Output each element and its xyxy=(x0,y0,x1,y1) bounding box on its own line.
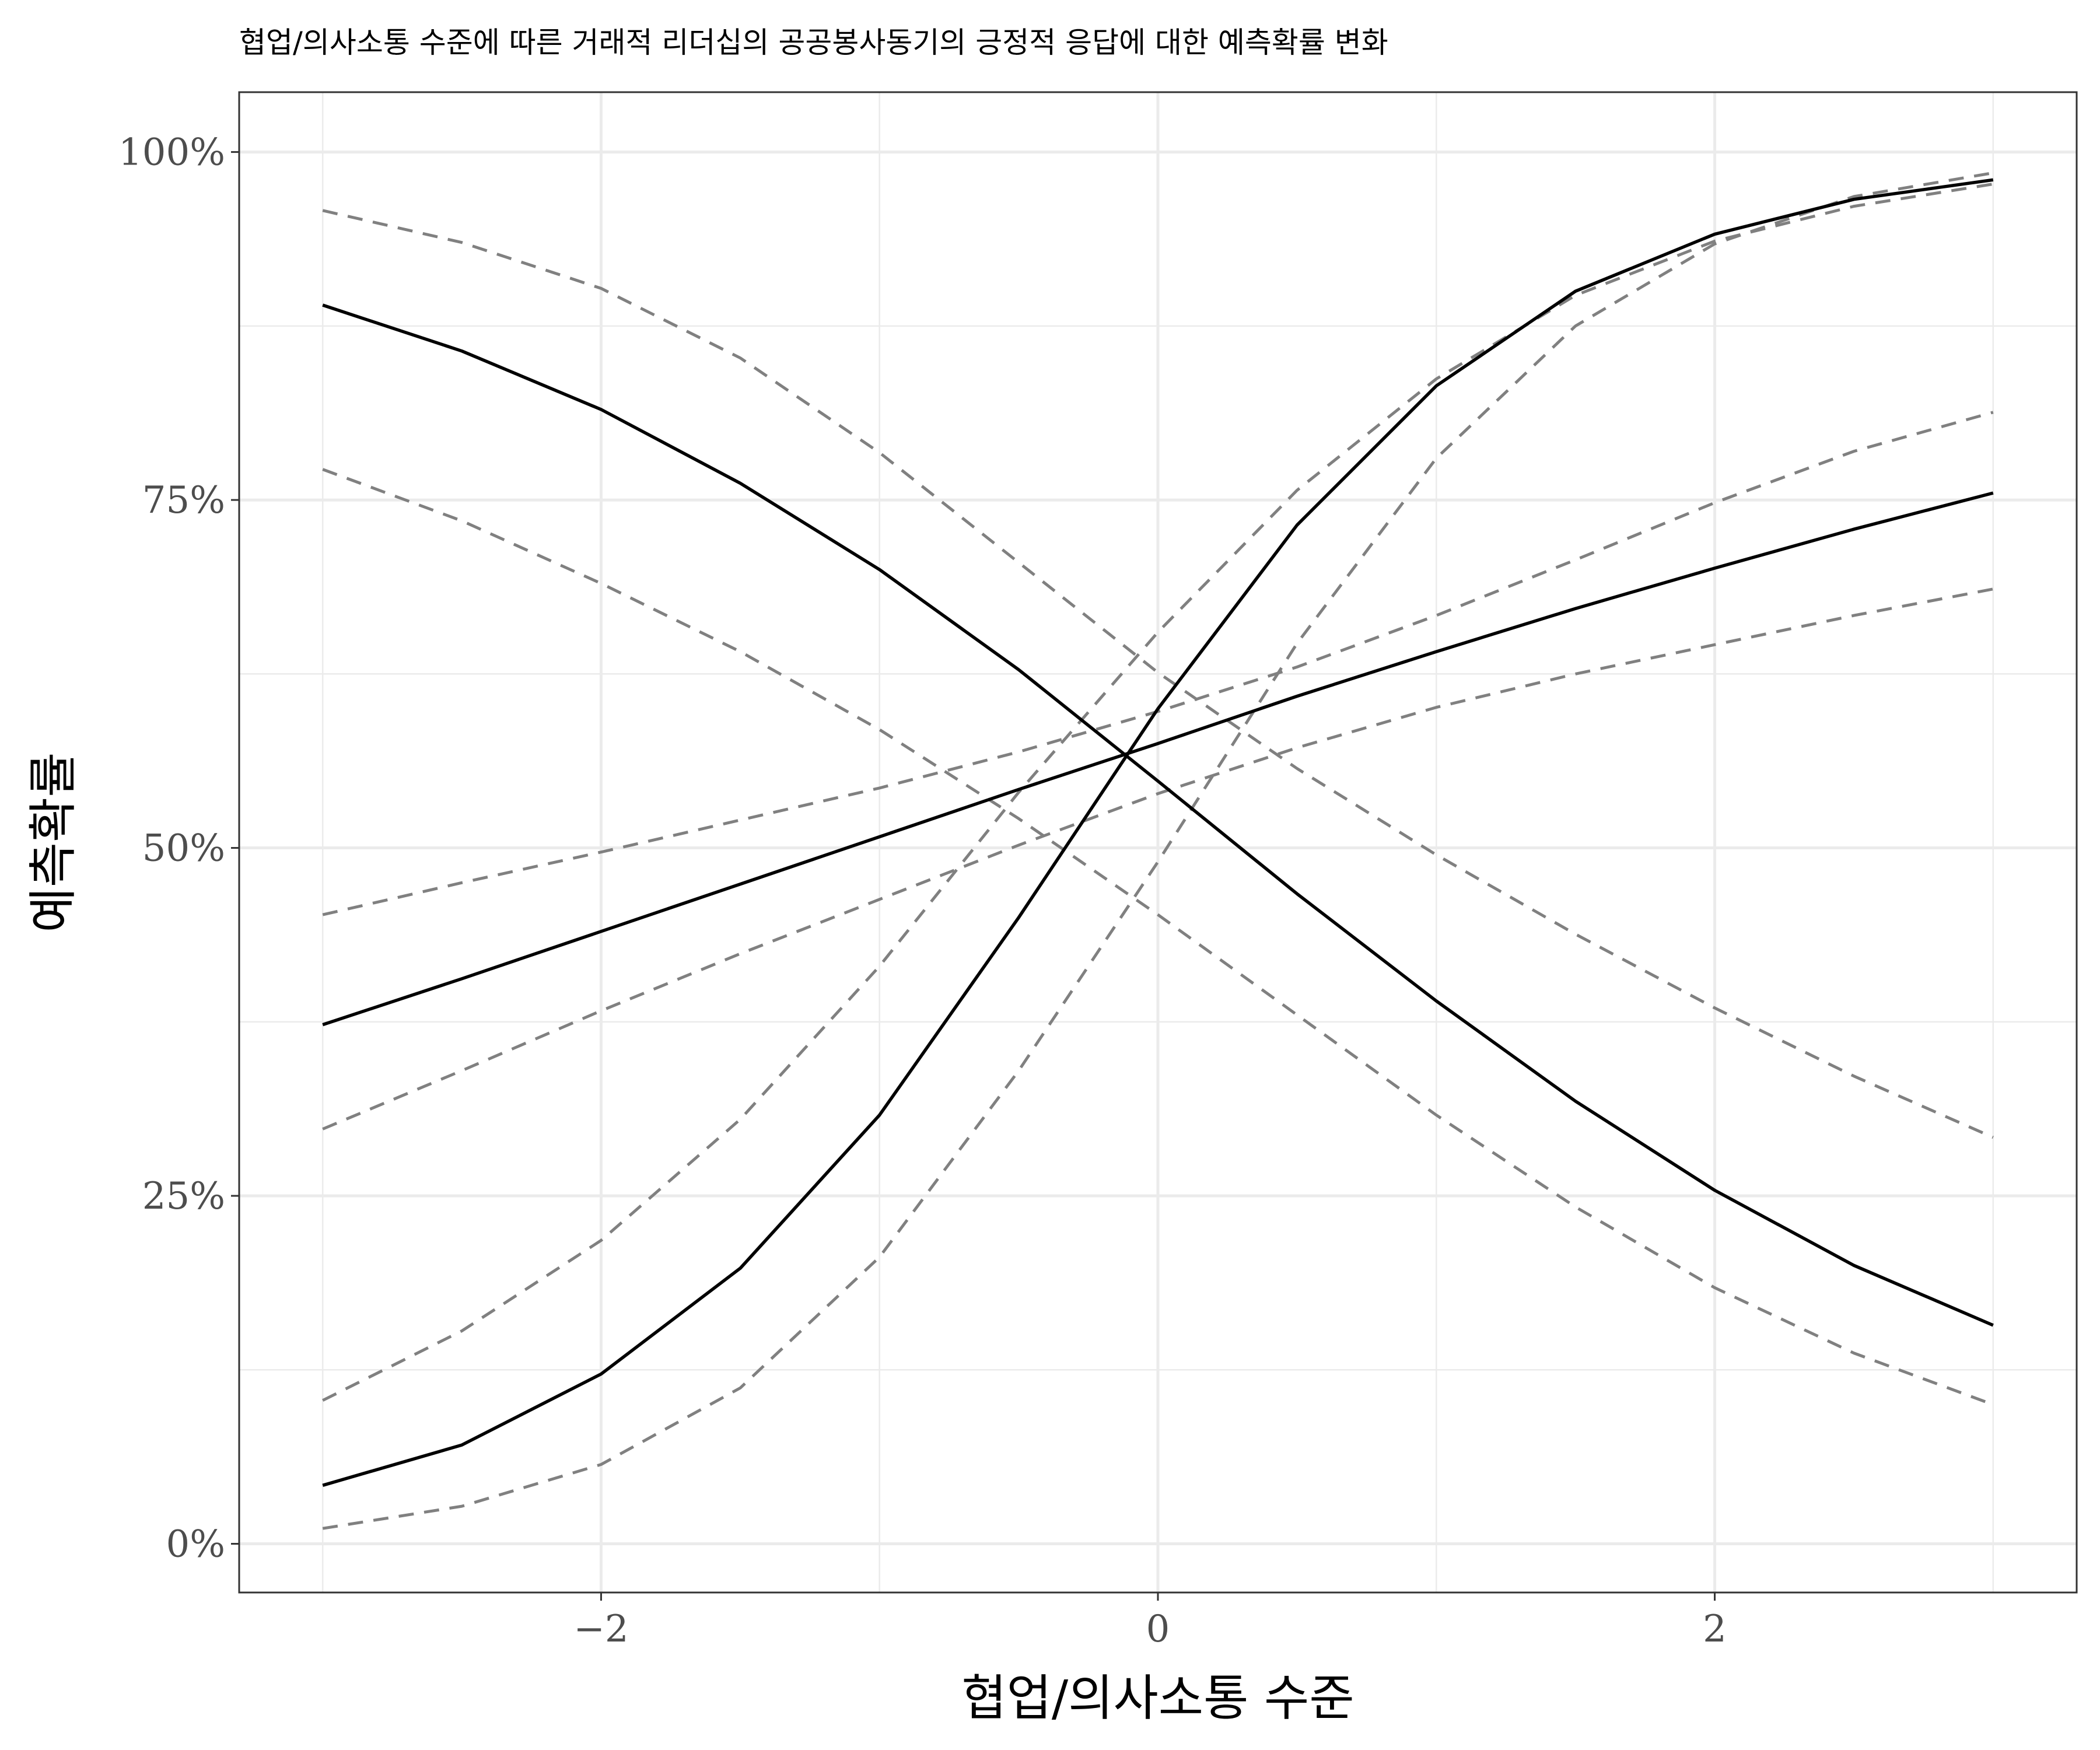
y-tick-label: 75% xyxy=(142,479,225,522)
x-tick-label: 0 xyxy=(1146,1608,1170,1651)
series-line-solid xyxy=(322,303,1994,1327)
y-tick-label: 100% xyxy=(118,131,225,174)
chart-title: 협업/의사소통 수준에 따른 거래적 리더십의 공공봉사동기의 긍정적 응답에 … xyxy=(239,26,1388,60)
series-line-solid xyxy=(322,491,1994,1027)
y-tick-label: 50% xyxy=(142,827,225,870)
y-axis-title: 예측확률 xyxy=(24,752,82,932)
y-tick-label: 25% xyxy=(142,1175,225,1218)
axes: −2 0 2 0% 25% 50% 75% 100% xyxy=(118,131,1727,1651)
series-line-dashed xyxy=(322,468,1994,1406)
x-axis-title: 협업/의사소통 수준 xyxy=(961,1670,1354,1727)
y-tick-label: 0% xyxy=(166,1522,225,1566)
series-line-dashed xyxy=(322,587,1994,1130)
series-line-dashed xyxy=(322,183,1994,1402)
series-lines xyxy=(322,171,1994,1530)
x-tick-label: −2 xyxy=(573,1608,628,1651)
x-tick-label: 2 xyxy=(1703,1608,1727,1651)
series-line-solid xyxy=(322,178,1994,1487)
series-line-dashed xyxy=(322,209,1994,1139)
grid-lines xyxy=(239,92,2077,1592)
series-line-dashed xyxy=(322,171,1994,1530)
